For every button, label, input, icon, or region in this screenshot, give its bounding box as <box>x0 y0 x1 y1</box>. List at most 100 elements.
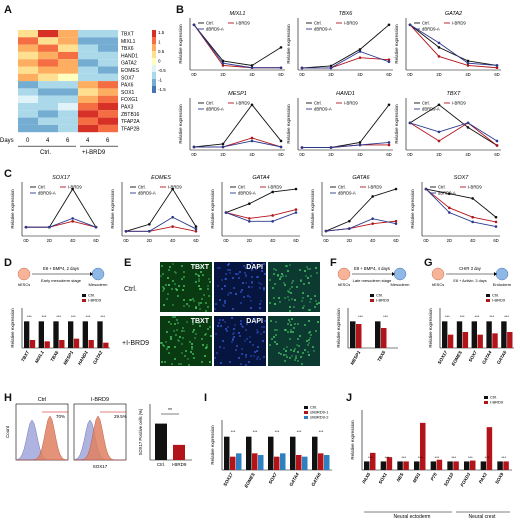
category-label: SOX7 <box>268 472 279 485</box>
cell-nucleus-dot <box>233 287 236 290</box>
legend-swatch <box>484 396 488 399</box>
data-point <box>71 220 74 223</box>
colorbar-tick: -1.5 <box>158 87 166 92</box>
data-point <box>494 220 498 224</box>
hist-x-label: SOX17 <box>93 464 108 469</box>
line-chart-hand1: HAND1 0D 2D 4D 6D Relative expression Ctrl. I-B… <box>286 91 393 157</box>
cell-nucleus-dot <box>308 332 311 335</box>
series-line <box>26 188 97 228</box>
x-tick-label: 4D <box>470 238 475 243</box>
category-label: SOX17 <box>437 350 449 365</box>
cell-nucleus-dot <box>192 300 195 303</box>
heatmap-cell <box>98 44 118 52</box>
cell-nucleus-dot <box>309 268 312 271</box>
series-line <box>126 216 197 232</box>
legend-label: Ctrl. <box>38 185 46 190</box>
x-tick-label: 4D <box>249 152 254 157</box>
heatmap-gene-label: TBX6 <box>121 46 134 52</box>
cell-nucleus-dot <box>171 304 174 307</box>
bar <box>453 461 459 470</box>
cell-nucleus-dot <box>191 342 194 345</box>
cell-nucleus-dot <box>182 275 185 278</box>
cell-nucleus-dot <box>304 323 307 326</box>
cell-nucleus-dot <box>175 333 178 336</box>
cell-nucleus-dot <box>287 291 290 294</box>
chart-title: SOX7 <box>454 175 470 181</box>
legend-label: Ctrl. <box>338 185 346 190</box>
cell-nucleus-dot <box>296 322 299 325</box>
cell-nucleus-dot <box>235 348 238 351</box>
data-point <box>148 222 151 226</box>
data-point <box>194 227 198 231</box>
day-label: 6 <box>66 138 70 144</box>
cell-nucleus-dot <box>314 306 317 309</box>
cell-nucleus-dot <box>299 334 302 337</box>
category-label: SOX7 <box>468 350 479 363</box>
cell-nucleus-dot <box>182 289 185 292</box>
category-label: SOX10 <box>443 472 455 487</box>
legend-label: I-BRD9 <box>452 21 466 26</box>
heatmap-cell <box>38 51 58 60</box>
significance-stars: *** <box>383 314 388 319</box>
bar <box>477 334 483 348</box>
significance-stars: *** <box>42 314 47 319</box>
cell-nucleus-dot <box>317 302 320 305</box>
cell-nucleus-dot <box>199 302 202 305</box>
legend-swatch <box>82 294 86 297</box>
x-tick-label: 6D <box>494 72 499 77</box>
line-chart-mesp1: MESP1 0D 2D 4D 6D Relative expression Ctrl. I-B… <box>178 91 285 157</box>
heatmap-gene-label: PAX3 <box>121 105 134 111</box>
x-tick-label: 4D <box>357 72 362 77</box>
cell-nucleus-dot <box>163 345 166 348</box>
cell-nucleus-dot <box>245 355 248 358</box>
cell-nucleus-dot <box>225 272 228 275</box>
cell-nucleus-dot <box>177 339 180 342</box>
schematic-left: hESCs <box>18 282 30 287</box>
cell-nucleus-dot <box>278 277 281 280</box>
bar <box>397 461 403 470</box>
bar <box>436 459 443 470</box>
legend-label: shBRD9-2 <box>310 415 329 420</box>
heatmap-cell <box>78 95 98 103</box>
cell-nucleus-dot <box>307 354 310 357</box>
bar <box>224 436 230 470</box>
series-line <box>194 140 282 148</box>
bar <box>68 321 74 348</box>
data-point <box>221 64 225 67</box>
significance-stars: *** <box>86 314 91 319</box>
data-point <box>271 190 274 194</box>
cell-nucleus-dot <box>214 356 217 359</box>
cell-nucleus-dot <box>286 330 289 333</box>
schematic-top: E8 + BMP4, 2 days <box>43 266 79 271</box>
y-axis-label: Relative expression <box>178 104 183 144</box>
line-chart-gata4: GATA4 0D 2D 4D 6D Relative expression Ctrl. I-B… <box>210 175 300 243</box>
cell-nucleus-dot <box>223 278 226 281</box>
cell-nucleus-dot <box>256 358 259 361</box>
legend-label: I-BRD9 <box>492 298 506 303</box>
data-point <box>329 146 333 149</box>
chart-title: TBX6 <box>339 11 354 17</box>
cell-nucleus-dot <box>230 292 233 295</box>
cell-nucleus-dot <box>255 328 258 331</box>
cell-nucleus-dot <box>290 349 293 352</box>
legend-label: dBRD9-A <box>422 27 440 32</box>
heatmap-cell <box>78 37 98 45</box>
cell-nucleus-dot <box>168 266 171 268</box>
bar <box>470 460 476 470</box>
heatmap-cell <box>78 59 98 67</box>
cell-nucleus-dot <box>184 355 187 358</box>
cell-nucleus-dot <box>177 363 180 366</box>
category-label: EOMES <box>451 350 463 367</box>
data-point <box>387 23 391 27</box>
histogram-sox17 <box>16 415 69 461</box>
cell-nucleus-dot <box>250 355 253 358</box>
cell-nucleus-dot <box>191 346 194 349</box>
cell-nucleus-dot <box>222 304 225 307</box>
data-point <box>448 192 451 196</box>
line-chart-gata2: GATA2 0D 2D 4D 6D Relative expression Ctrl. I-B… <box>394 11 501 77</box>
data-point <box>221 145 225 149</box>
heatmap-cell <box>38 44 58 52</box>
legend-label: I-BRD9 <box>344 101 358 106</box>
heatmap-cell <box>78 124 98 133</box>
cell-nucleus-dot <box>170 338 173 341</box>
